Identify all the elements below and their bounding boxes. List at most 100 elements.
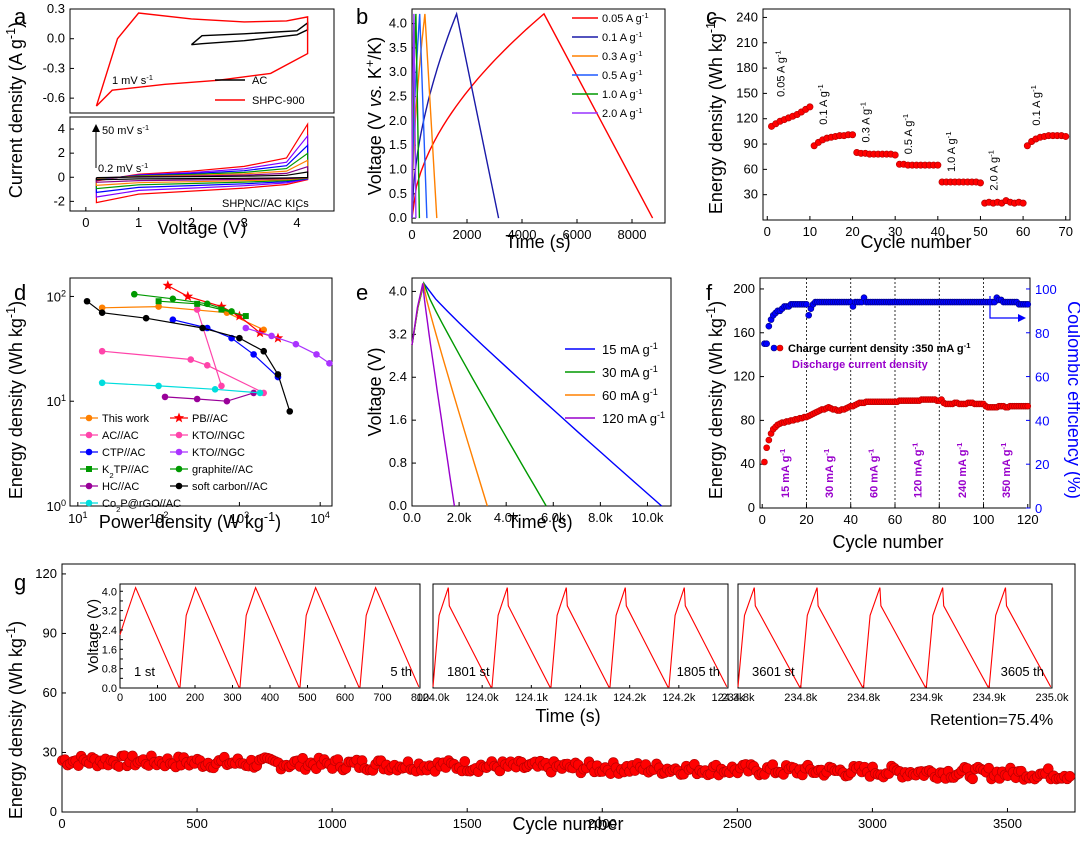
panel-letter-c: c [706, 4, 717, 29]
panel-d-circle-marker [193, 306, 201, 313]
panel-g-xtick-label: 1500 [453, 816, 482, 831]
panel-g-ytick-label: 120 [35, 566, 57, 581]
panel-f-xtick-label: 60 [888, 512, 902, 527]
panel-a-series-AC [190, 21, 309, 46]
panel-d-star-marker [162, 280, 174, 290]
panel-b-legend-label: 1.0 A g-1 [602, 87, 643, 102]
panel-d-circle-marker [85, 414, 93, 422]
panel-e: 0.0 2.0k 4.0k 6.0k 8.0k 10.0k 0.0 0.8 1.6 2.4 3.2 4… [365, 277, 672, 532]
panel-f-segment-label: 240 mA g-1 [954, 442, 969, 498]
panel-b-ytick-label: 1.5 [389, 137, 407, 152]
panel-g-inset-end-label: 1805 th [677, 664, 720, 679]
panel-g-xtick-label: 3000 [858, 816, 887, 831]
panel-c-point [1062, 132, 1070, 140]
panel-b-xtick-label: 8000 [618, 227, 647, 242]
panel-d-circle-marker [313, 351, 320, 358]
panel-g-ytick-label: 90 [43, 625, 57, 640]
panel-d-square-marker [86, 466, 92, 472]
panel-b-legend-label: 2.0 A g-1 [602, 106, 643, 121]
panel-f-xtick-label: 20 [799, 512, 813, 527]
panel-letter-a: a [14, 4, 27, 29]
panel-b-ytick-label: 1.0 [389, 162, 407, 177]
panel-f-segment-label: 30 mA g-1 [822, 448, 837, 498]
panel-d-legend-label: This work [102, 413, 150, 425]
panel-d-series-line [134, 293, 232, 312]
panel-g-inset-ytick-label: 0.0 [102, 683, 117, 695]
panel-d-circle-marker [260, 347, 268, 355]
panel-c-point [891, 151, 899, 159]
panel-c-xtick-label: 10 [803, 224, 817, 239]
panel-c-point [806, 103, 814, 111]
panel-g-point [1042, 763, 1054, 774]
panel-g-xtick-label: 2500 [723, 816, 752, 831]
panel-f-ytick-label: 0 [748, 500, 755, 515]
panel-d-circle-marker [250, 351, 257, 358]
panel-e-xtick-label: 8.0k [588, 510, 613, 525]
panel-g-inset-ytick-label: 4.0 [102, 586, 117, 598]
panel-a-bottom-frame [69, 116, 335, 212]
panel-g-xtick-label: 500 [186, 816, 208, 831]
panel-f-ytick-label: 200 [733, 281, 755, 296]
panel-d-circle-marker [203, 362, 211, 369]
panel-f-xtick-label: 40 [844, 512, 858, 527]
panel-e-legend-label: 30 mA g-1 [602, 364, 658, 380]
panel-a-arrow-head [92, 124, 100, 132]
panel-f-energy-point [763, 444, 770, 452]
panel-d-circle-marker [187, 356, 195, 363]
panel-e-series-line [411, 283, 488, 507]
panel-c-rate-label: 0.05 A g-1 [773, 50, 788, 97]
panel-c-frame [762, 8, 1071, 221]
panel-g-inset-box-3: 234.8k 234.8k 234.8k 234.9k 234.9k 235.0k 3601… [721, 583, 1069, 704]
panel-g-frame [61, 563, 1076, 813]
panel-g-inset-start-label: 1 st [134, 664, 155, 679]
panel-a: 0.3 0.0 -0.3 -0.6 1 mV s-1 AC SHPC-900 4 2 0 -2 0 1 2… [4, 1, 335, 238]
panel-f-ytick-label: 160 [733, 325, 755, 340]
panel-d-xlabel: Power density (W kg-1) [99, 510, 281, 532]
panel-f-ytick-right-label: 0 [1035, 501, 1042, 516]
panel-f-legend-label: Charge current density :350 mA g-1 [788, 341, 971, 356]
panel-b-ytick-label: 0.5 [389, 186, 407, 201]
panel-g-inset-start-label: 1801 st [447, 664, 490, 679]
panel-d-star-marker [173, 412, 185, 423]
panel-c-ytick-label: 30 [744, 187, 758, 202]
panel-f-segment-label: 15 mA g-1 [777, 448, 792, 498]
panel-c-point [1023, 142, 1031, 150]
panel-f-segment-label: 350 mA g-1 [999, 442, 1014, 498]
panel-a-xlabel: Voltage (V) [157, 218, 246, 238]
panel-g-inset-ytick-label: 0.8 [102, 664, 117, 676]
panel-g-inset-ytick-label: 1.6 [102, 644, 117, 656]
panel-d-circle-marker [175, 448, 183, 456]
panel-a-series-SHPC-900 [95, 12, 309, 107]
panel-d-legend-label: AC//AC [102, 430, 139, 442]
panel-g-inset-xtick-label: 234.9k [973, 692, 1007, 704]
panel-f-xtick-label: 0 [759, 512, 766, 527]
panel-e-series-line [411, 283, 456, 507]
panel-g-inset-frame [737, 583, 1053, 689]
panel-e-legend-label: 15 mA g-1 [602, 341, 658, 357]
panel-c-xtick-label: 30 [888, 224, 902, 239]
panel-g-inset-xtick-label: 124.0k [416, 692, 450, 704]
panel-d-star-marker [234, 310, 245, 321]
panel-f-ytick-right-label: 80 [1035, 326, 1049, 341]
panel-f-arrow [989, 296, 1022, 319]
panel-g-xtick-label: 2000 [588, 816, 617, 831]
panel-b-ytick-label: 2.0 [389, 113, 407, 128]
panel-g-inset-xtick-label: 124.1k [564, 692, 598, 704]
panel-d-circle-marker [98, 309, 106, 316]
panel-g-xlabel: Cycle number [512, 814, 623, 834]
panel-e-ytick-label: 4.0 [389, 283, 407, 298]
panel-a-top-ytick-label: -0.3 [43, 60, 65, 75]
panel-d-circle-marker [286, 408, 294, 415]
panel-d-series-line [164, 392, 254, 402]
panel-a-xtick-label: 4 [293, 215, 300, 230]
panel-g-ytick-label: 30 [43, 744, 57, 759]
panel-g-xtick-label: 3500 [993, 816, 1022, 831]
panel-d-circle-marker [85, 448, 93, 456]
panel-d-xtick-label: 103 [230, 510, 250, 526]
panel-f-legend-marker [776, 344, 784, 352]
panel-b-xlabel: Time (s) [505, 232, 570, 252]
panel-a-legend-label: SHPC-900 [252, 95, 305, 107]
panel-g-inset-xtick-label: 700 [373, 692, 391, 704]
panel-e-ytick-label: 0.8 [389, 455, 407, 470]
